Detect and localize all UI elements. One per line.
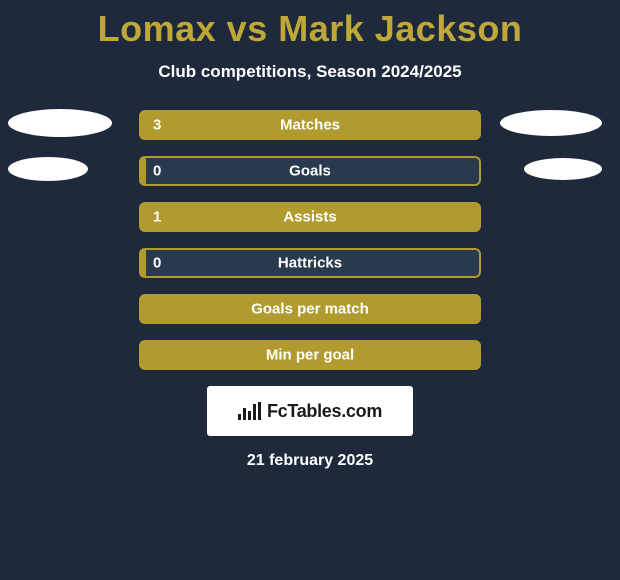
stat-row: 0 Hattricks — [0, 248, 620, 278]
page-title: Lomax vs Mark Jackson — [0, 0, 620, 50]
stat-bar: Goals per match — [139, 294, 481, 324]
stat-value-left: 1 — [153, 209, 161, 226]
stat-label: Goals — [289, 163, 331, 180]
stats-chart: 3 Matches 0 Goals 1 Assists 0 Hattricks Goals pe… — [0, 110, 620, 370]
decorative-ellipse — [500, 110, 602, 136]
stat-bar-fill — [139, 248, 146, 278]
stat-bar: 0 Goals — [139, 156, 481, 186]
stat-label: Matches — [280, 117, 340, 134]
decorative-ellipse — [524, 158, 602, 180]
stat-row: 1 Assists — [0, 202, 620, 232]
stat-label: Assists — [283, 209, 336, 226]
stat-row: Goals per match — [0, 294, 620, 324]
stat-label: Hattricks — [278, 255, 342, 272]
stat-value-left: 0 — [153, 163, 161, 180]
branding-text: FcTables.com — [267, 401, 382, 422]
stat-value-left: 3 — [153, 117, 161, 134]
stat-bar-fill — [139, 156, 146, 186]
stat-bar: 3 Matches — [139, 110, 481, 140]
stat-row: 0 Goals — [0, 156, 620, 186]
stat-value-left: 0 — [153, 255, 161, 272]
bar-chart-icon — [238, 402, 261, 420]
decorative-ellipse — [8, 157, 88, 181]
subtitle: Club competitions, Season 2024/2025 — [0, 62, 620, 82]
date-label: 21 february 2025 — [0, 452, 620, 470]
stat-bar: 0 Hattricks — [139, 248, 481, 278]
stat-bar: Min per goal — [139, 340, 481, 370]
decorative-ellipse — [8, 109, 112, 137]
stat-label: Min per goal — [266, 347, 354, 364]
stat-label: Goals per match — [251, 301, 369, 318]
stat-row: 3 Matches — [0, 110, 620, 140]
branding-badge: FcTables.com — [207, 386, 413, 436]
stat-row: Min per goal — [0, 340, 620, 370]
stat-bar: 1 Assists — [139, 202, 481, 232]
